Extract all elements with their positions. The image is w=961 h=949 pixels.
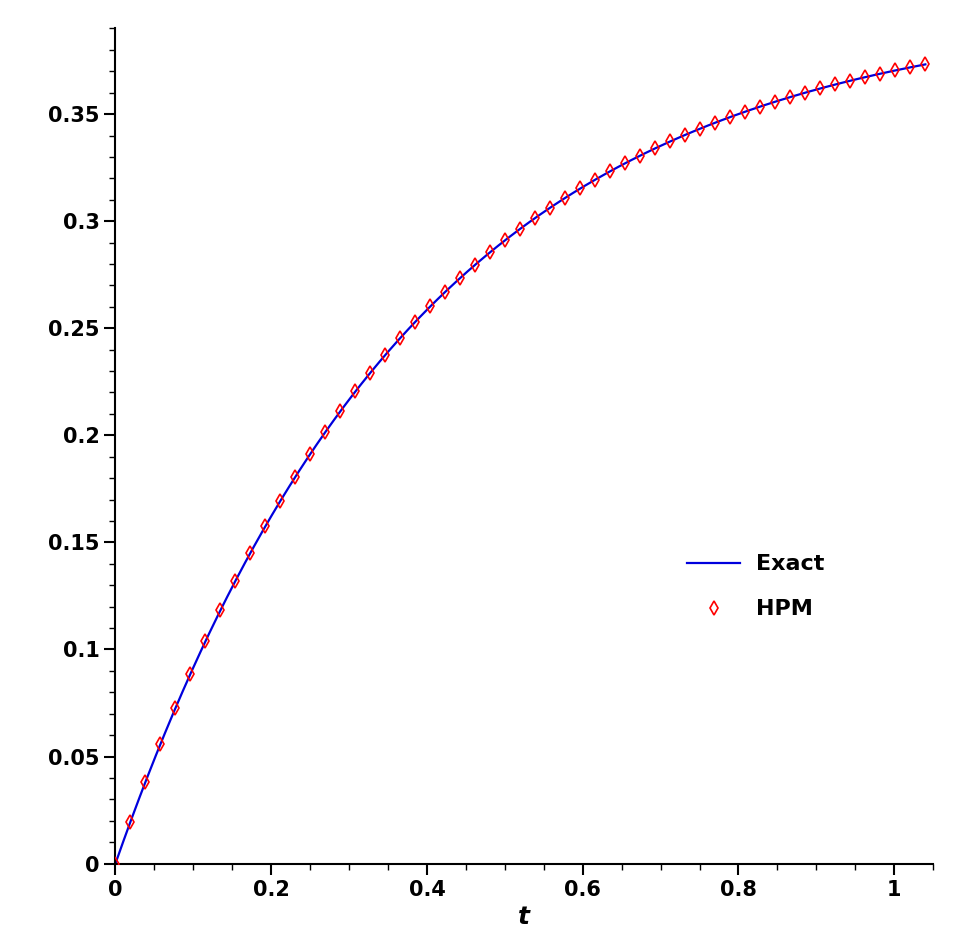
HPM <box>919 59 930 70</box>
Exact <box>436 288 448 300</box>
Exact <box>755 101 767 112</box>
Exact <box>466 262 478 273</box>
HPM <box>903 62 915 73</box>
HPM <box>110 858 121 869</box>
Exact <box>110 858 121 869</box>
HPM <box>259 520 271 531</box>
HPM <box>305 448 316 459</box>
HPM <box>200 636 211 647</box>
X-axis label: t: t <box>518 905 530 929</box>
Exact <box>741 105 752 117</box>
Exact <box>192 651 204 662</box>
Line: HPM: HPM <box>111 60 929 868</box>
Line: Exact: Exact <box>115 65 924 864</box>
Exact <box>665 135 677 146</box>
Exact <box>919 59 930 70</box>
HPM <box>828 79 840 90</box>
Legend: Exact, HPM: Exact, HPM <box>687 554 824 620</box>
HPM <box>409 316 421 327</box>
